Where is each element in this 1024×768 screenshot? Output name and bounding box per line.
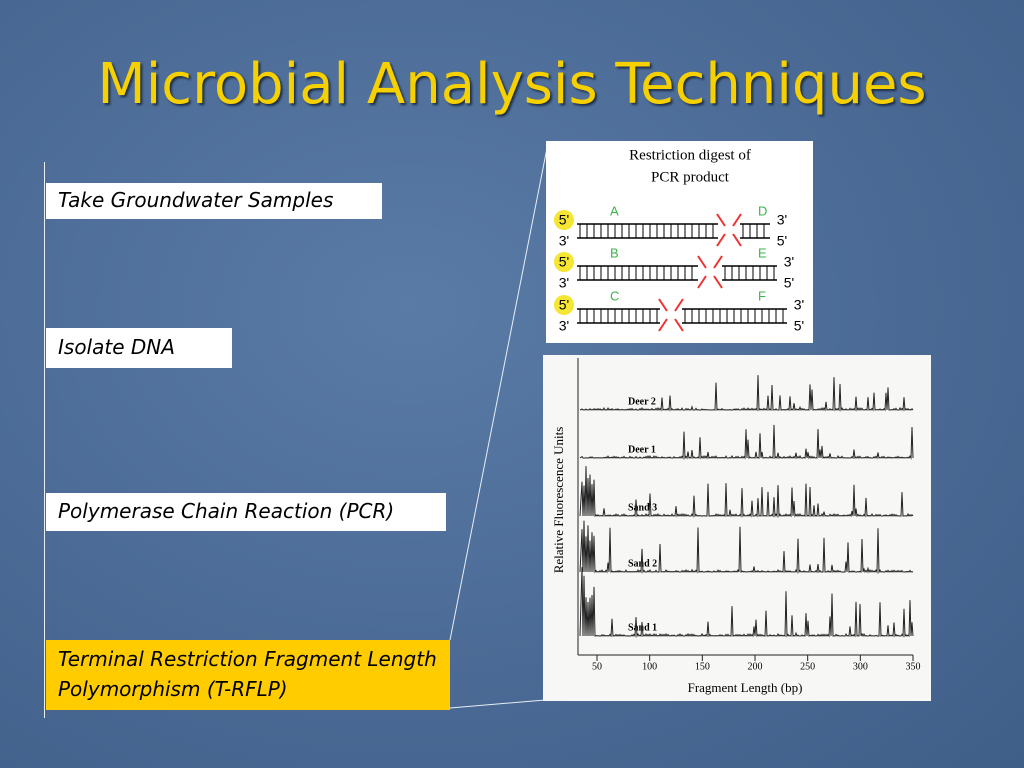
step: Polymerase Chain Reaction (PCR) (46, 493, 446, 531)
callout-line (449, 142, 549, 641)
cut-mark (697, 255, 707, 269)
cut-mark (713, 275, 723, 289)
end-label: 5' (777, 233, 787, 249)
five-prime-marker (554, 295, 574, 315)
end-label: 3' (794, 297, 804, 313)
fragment-label: C (610, 288, 619, 303)
end-label: 5' (559, 212, 569, 228)
cut-mark (658, 318, 668, 332)
five-prime-marker (554, 210, 574, 230)
cut-mark (674, 298, 684, 312)
fragment-label: D (758, 203, 767, 218)
five-prime-marker (554, 252, 574, 272)
digest: Restriction digest of PCR product 5'3'3'… (554, 147, 804, 334)
x-tick-label: 250 (800, 661, 815, 672)
end-label: 3' (784, 254, 794, 270)
trace (579, 567, 914, 638)
callout-line (449, 699, 546, 709)
step: Take Groundwater Samples (46, 183, 382, 219)
end-label: 3' (777, 212, 787, 228)
digest-title: PCR product (651, 169, 730, 185)
x-tick-label: 50 (592, 661, 602, 672)
cut-mark (732, 233, 742, 247)
fragment-label: F (758, 288, 766, 303)
end-label: 5' (794, 318, 804, 334)
digest-title: Restriction digest of (629, 147, 751, 163)
cut-mark (674, 318, 684, 332)
cut-mark (716, 213, 726, 227)
end-label: 5' (559, 297, 569, 313)
fragment-label: B (610, 245, 619, 260)
cut-mark (713, 255, 723, 269)
end-label: 5' (784, 275, 794, 291)
x-tick-label: 150 (695, 661, 710, 672)
end-label: 3' (559, 233, 569, 249)
slide-title: Microbial Analysis Techniques (97, 52, 927, 117)
trace (579, 424, 914, 460)
sample-label: Deer 2 (628, 396, 656, 407)
x-tick-label: 200 (748, 661, 763, 672)
cut-mark (658, 298, 668, 312)
end-label: 3' (559, 318, 569, 334)
trace (579, 520, 914, 574)
step-highlight: Terminal Restriction Fragment Length Pol… (46, 640, 450, 710)
sample-label: Sand 3 (628, 502, 657, 513)
trace (579, 375, 914, 412)
trflp-panel (543, 355, 931, 701)
timeline (44, 162, 45, 718)
x-tick-label: 100 (642, 661, 657, 672)
end-label: 3' (559, 275, 569, 291)
x-tick-label: 300 (853, 661, 868, 672)
y-axis-label: Relative Fluorescence Units (551, 427, 566, 574)
trflp-chart: Relative Fluorescence Units Fragment Len… (551, 358, 921, 695)
cut-mark (732, 213, 742, 227)
cut-mark (697, 275, 707, 289)
fragment-label: A (610, 203, 619, 218)
x-axis-label: Fragment Length (bp) (688, 680, 803, 695)
end-label: 5' (559, 254, 569, 270)
trace (579, 466, 914, 518)
step: Isolate DNA (46, 328, 232, 368)
cut-mark (716, 233, 726, 247)
fragment-label: E (758, 245, 767, 260)
x-tick-label: 350 (906, 661, 921, 672)
sample-label: Deer 1 (628, 444, 656, 455)
